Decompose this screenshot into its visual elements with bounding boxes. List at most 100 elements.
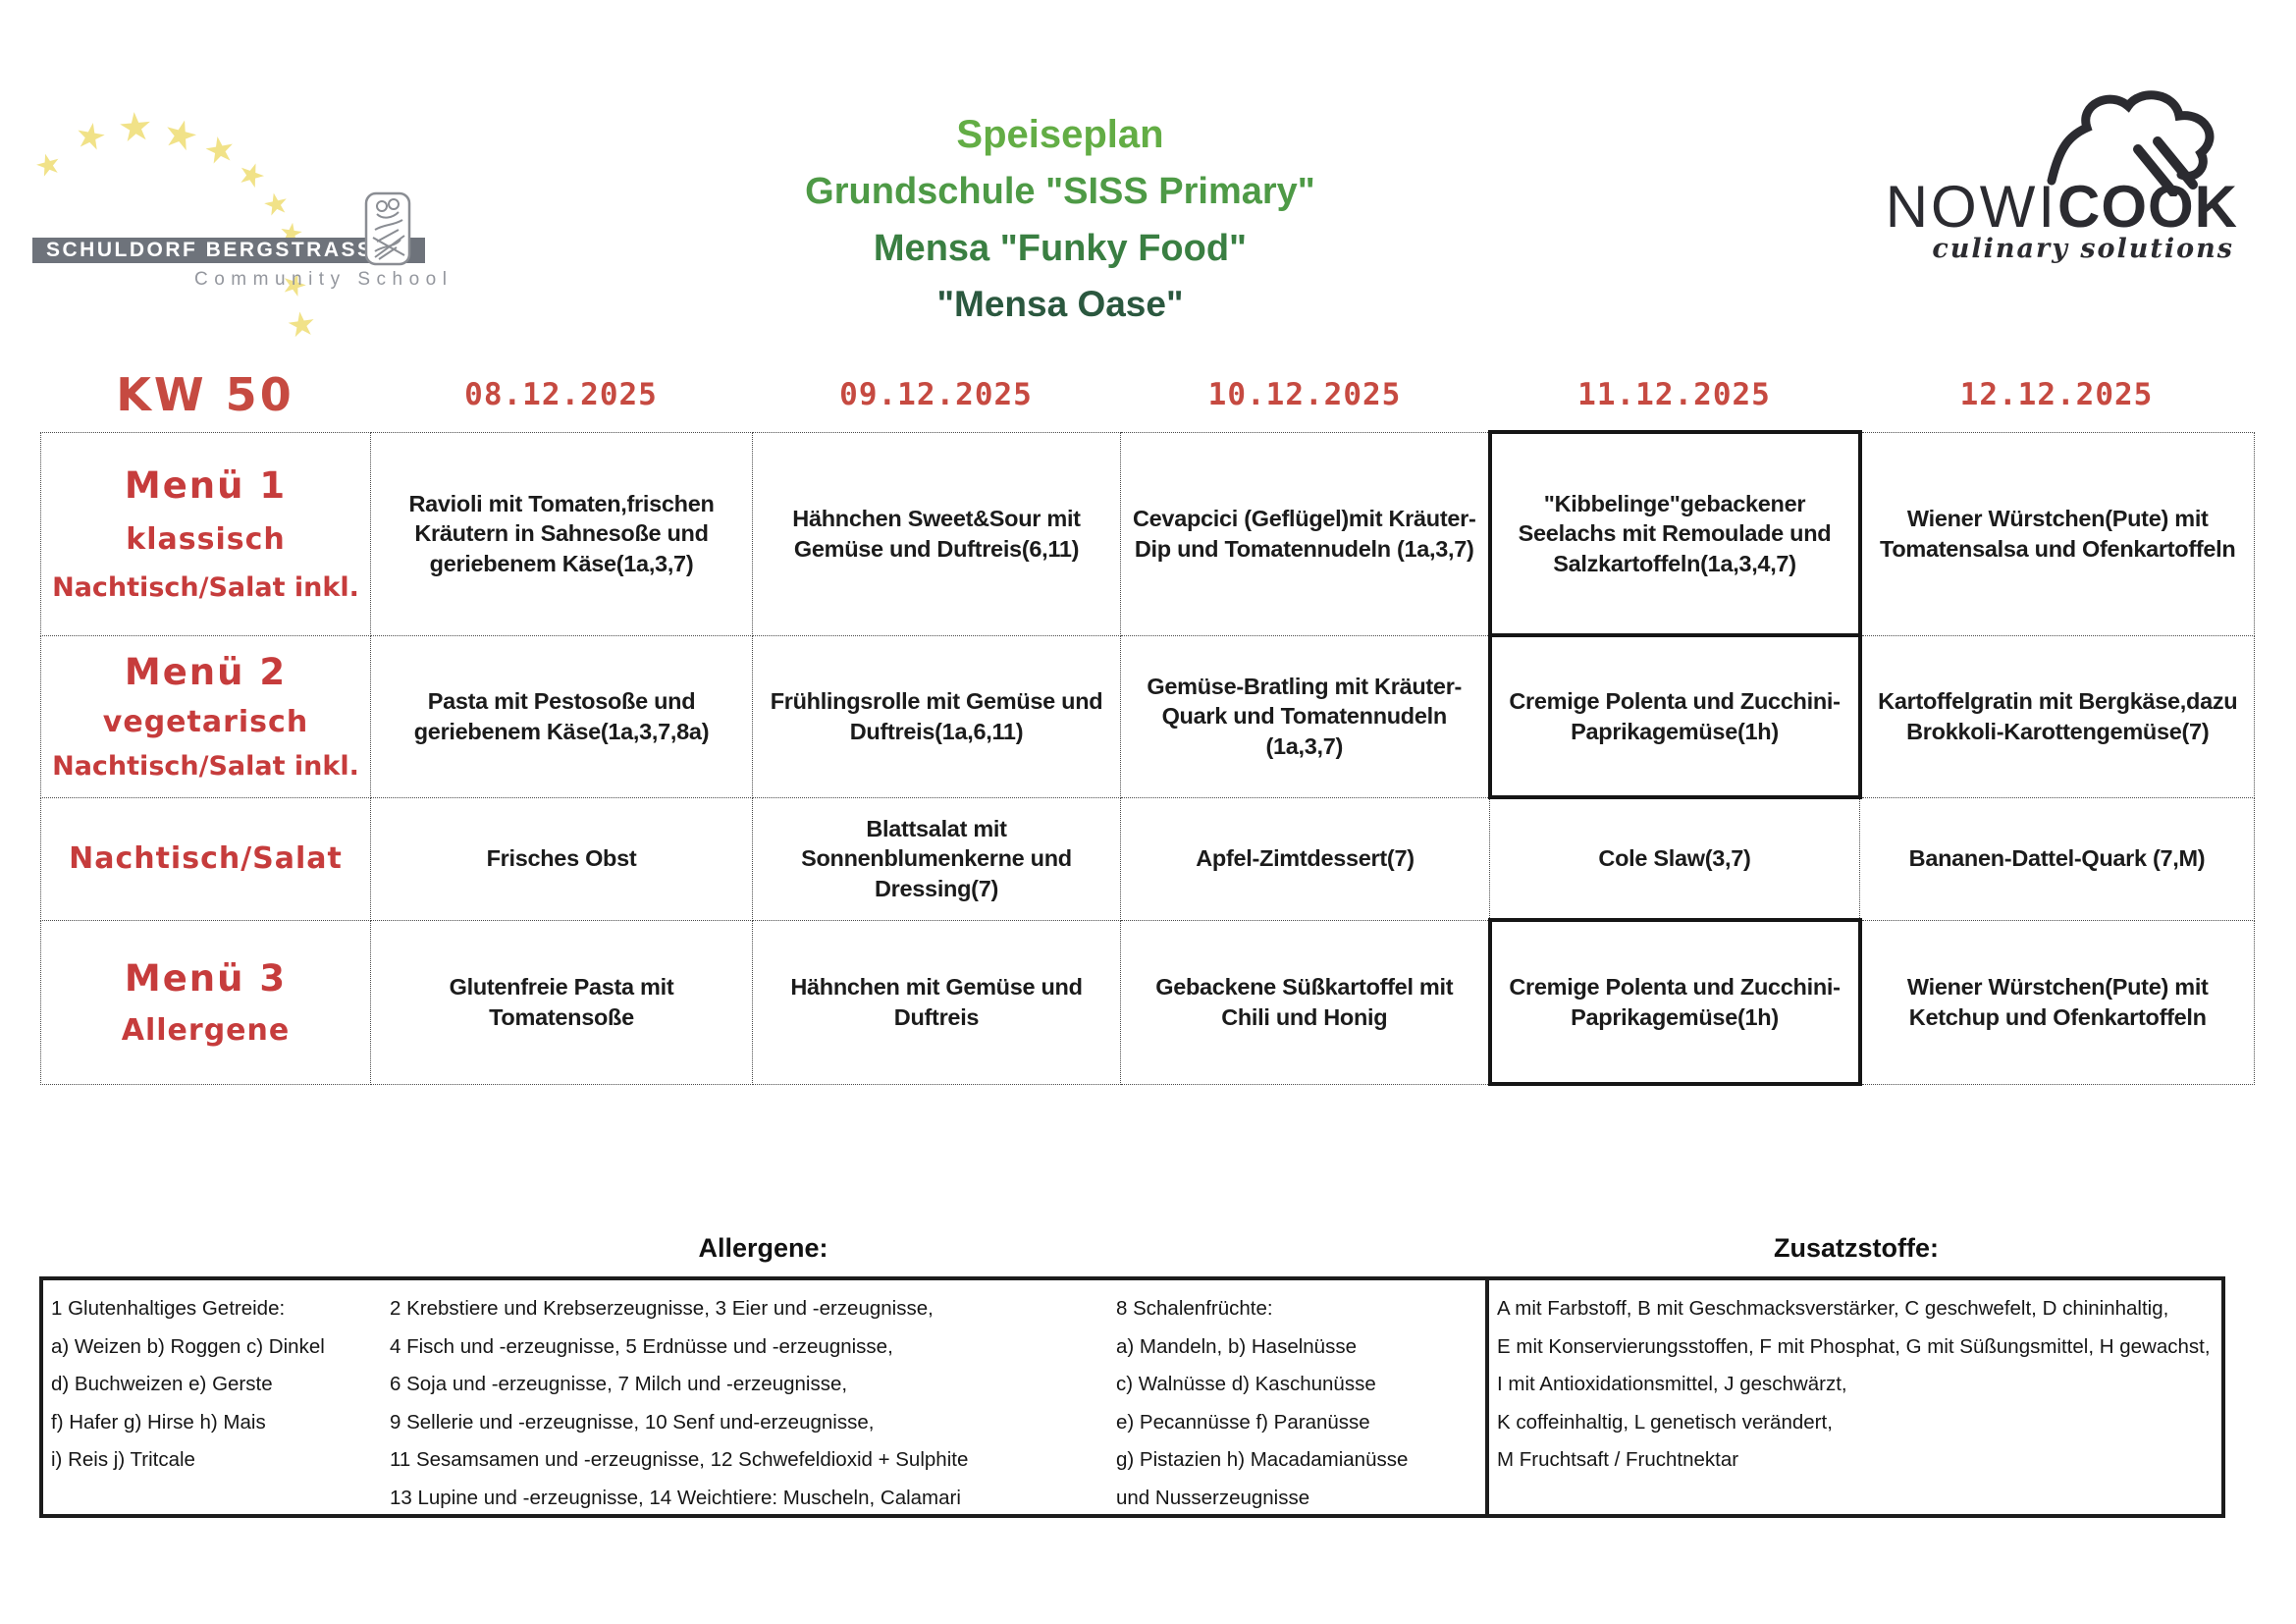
- week-header-row: KW 50 08.12.2025 09.12.2025 10.12.2025 1…: [40, 365, 2254, 424]
- row-header-menu1: Menü 1 klassisch Nachtisch/Salat inkl.: [40, 431, 371, 636]
- menu-cell: Pasta mit Pestosoße und geriebenem Käse(…: [370, 634, 753, 798]
- legend-line: e) Pecannüsse f) Paranüsse: [1116, 1410, 1370, 1434]
- school-name-bar: SCHULDORF BERGSTRASSE: [32, 238, 425, 263]
- legend-line: 9 Sellerie und -erzeugnisse, 10 Senf und…: [390, 1410, 875, 1434]
- menu-cell: Wiener Würstchen(Pute) mit Ketchup und O…: [1859, 919, 2255, 1085]
- star-icon: ★: [116, 103, 155, 152]
- legend-line: I mit Antioxidationsmittel, J geschwärzt…: [1497, 1373, 1847, 1395]
- star-icon: ★: [284, 303, 320, 347]
- dessert-title: Nachtisch/Salat: [69, 841, 343, 876]
- meal-text: Cremige Polenta und Zucchini-Paprikagemü…: [1509, 687, 1841, 744]
- date-monday: 08.12.2025: [464, 377, 658, 412]
- meal-text: Glutenfreie Pasta mit Tomatensoße: [449, 973, 674, 1030]
- legend-line: 8 Schalenfrüchte:: [1116, 1297, 1273, 1320]
- menu1-subtitle: klassisch: [126, 522, 286, 557]
- menu-cell-highlighted: Cremige Polenta und Zucchini-Paprikagemü…: [1487, 633, 1862, 799]
- menu-cell: Gemüse-Bratling mit Kräuter-Quark und To…: [1120, 634, 1490, 798]
- legend-line: 11 Sesamsamen und -erzeugnisse, 12 Schwe…: [390, 1448, 969, 1471]
- legend-line: A mit Farbstoff, B mit Geschmacksverstär…: [1497, 1297, 2169, 1320]
- menu-table: Menü 1 klassisch Nachtisch/Salat inkl. R…: [40, 430, 2255, 1086]
- date-friday: 12.12.2025: [1959, 377, 2154, 412]
- date-tuesday: 09.12.2025: [839, 377, 1033, 412]
- menu2-note: Nachtisch/Salat inkl.: [52, 751, 359, 782]
- additives-column: A mit Farbstoff, B mit Geschmacksverstär…: [1485, 1280, 2221, 1517]
- caterer-name-bold: COOK: [2057, 174, 2238, 240]
- date-wednesday: 10.12.2025: [1207, 377, 1402, 412]
- meal-text: Cremige Polenta und Zucchini-Paprikagemü…: [1509, 973, 1841, 1030]
- menu-cell: Hähnchen Sweet&Sour mit Gemüse und Duftr…: [752, 431, 1121, 636]
- menu3-title: Menü 3: [124, 956, 288, 1000]
- row-header-menu3: Menü 3 Allergene: [40, 919, 371, 1085]
- legend-line: f) Hafer g) Hirse h) Mais: [51, 1410, 266, 1434]
- menu-cell: Frisches Obst: [370, 796, 753, 921]
- menu-cell-highlighted: "Kibbelinge"gebackener Seelachs mit Remo…: [1487, 430, 1862, 637]
- caterer-name-thin: NOWI: [1885, 174, 2057, 240]
- title-oase-line: "Mensa Oase": [936, 284, 1184, 324]
- school-name: SCHULDORF BERGSTRASSE: [46, 239, 391, 261]
- date-thursday: 11.12.2025: [1577, 377, 1771, 412]
- legend-line: c) Walnüsse d) Kaschunüsse: [1116, 1373, 1376, 1395]
- chef-hat-icon: [2047, 90, 2215, 196]
- legend-line: g) Pistazien h) Macadamianüsse: [1116, 1448, 1409, 1471]
- menu3-subtitle: Allergene: [121, 1012, 291, 1048]
- meal-text: Kartoffelgratin mit Bergkäse,dazu Brokko…: [1878, 687, 2238, 744]
- star-icon: ★: [157, 109, 204, 162]
- menu-cell: Blattsalat mit Sonnenblumenkerne und Dre…: [752, 796, 1121, 921]
- menu2-title: Menü 2: [124, 651, 288, 693]
- menu-row-3: Menü 3 Allergene Glutenfreie Pasta mit T…: [40, 918, 2255, 1086]
- meal-text: Blattsalat mit Sonnenblumenkerne und Dre…: [801, 815, 1072, 901]
- meal-text: Frühlingsrolle mit Gemüse und Duftreis(1…: [770, 687, 1103, 744]
- legend-line: M Fruchtsaft / Fruchtnektar: [1497, 1448, 1739, 1471]
- allergens-column-grains: 1 Glutenhaltiges Getreide: a) Weizen b) …: [43, 1280, 382, 1517]
- additives-heading: Zusatzstoffe:: [1774, 1233, 1939, 1263]
- allergens-column-nuts: 8 Schalenfrüchte: a) Mandeln, b) Haselnü…: [1108, 1280, 1485, 1517]
- caterer-logo: NOWICOOK culinary solutions: [1767, 86, 2238, 273]
- menu-cell-highlighted: Cremige Polenta und Zucchini-Paprikagemü…: [1487, 918, 1862, 1086]
- meal-text: Hähnchen mit Gemüse und Duftreis: [790, 973, 1083, 1030]
- menu-cell: Cevapcici (Geflügel)mit Kräuter-Dip und …: [1120, 431, 1490, 636]
- menu-cell: Gebackene Süßkartoffel mit Chili und Hon…: [1120, 919, 1490, 1085]
- title-mensa-line: Mensa "Funky Food": [873, 228, 1248, 269]
- week-label: KW 50: [116, 368, 294, 421]
- allergens-heading: Allergene:: [698, 1233, 828, 1263]
- menu-cell: Wiener Würstchen(Pute) mit Tomatensalsa …: [1859, 431, 2255, 636]
- menu-cell: Apfel-Zimtdessert(7): [1120, 796, 1490, 921]
- legend-line: E mit Konservierungsstoffen, F mit Phosp…: [1497, 1334, 2211, 1358]
- meal-text: Bananen-Dattel-Quark (7,M): [1908, 845, 2206, 872]
- meal-text: Cevapcici (Geflügel)mit Kräuter-Dip und …: [1132, 505, 1476, 562]
- menu1-note: Nachtisch/Salat inkl.: [52, 572, 359, 603]
- meal-text: Wiener Würstchen(Pute) mit Tomatensalsa …: [1880, 505, 2236, 562]
- legend-line: K coffeinhaltig, L genetisch verändert,: [1497, 1410, 1833, 1434]
- row-header-menu2: Menü 2 vegetarisch Nachtisch/Salat inkl.: [40, 634, 371, 798]
- legend-line: a) Mandeln, b) Haselnüsse: [1116, 1334, 1357, 1358]
- school-subtitle: Community School: [194, 269, 454, 290]
- legend-line: und Nusserzeugnisse: [1116, 1486, 1310, 1509]
- meal-text: Apfel-Zimtdessert(7): [1196, 845, 1415, 872]
- legend-line: i) Reis j) Tritcale: [51, 1448, 195, 1471]
- meal-text: Gemüse-Bratling mit Kräuter-Quark und To…: [1147, 673, 1463, 759]
- meal-text: Gebackene Süßkartoffel mit Chili und Hon…: [1155, 973, 1454, 1030]
- menu-cell: Kartoffelgratin mit Bergkäse,dazu Brokko…: [1859, 634, 2255, 798]
- legend-line: 6 Soja und -erzeugnisse, 7 Milch und -er…: [390, 1373, 848, 1395]
- caterer-tagline: culinary solutions: [1932, 234, 2234, 264]
- school-logo: ★ ★ ★ ★ ★ ★ ★ ★ ★ ★ SCHULDORF BERGSTRASS…: [27, 77, 489, 347]
- meal-text: "Kibbelinge"gebackener Seelachs mit Remo…: [1518, 490, 1832, 576]
- legend-line: 2 Krebstiere und Krebserzeugnisse, 3 Eie…: [390, 1297, 934, 1320]
- meal-text: Wiener Würstchen(Pute) mit Ketchup und O…: [1906, 973, 2209, 1030]
- row-header-dessert: Nachtisch/Salat: [40, 796, 371, 921]
- title-school-line: Grundschule "SISS Primary": [805, 171, 1315, 212]
- menu-cell: Ravioli mit Tomaten,frischen Kräutern in…: [370, 431, 753, 636]
- menu-cell: Cole Slaw(3,7): [1489, 796, 1860, 921]
- school-emblem-icon: [364, 191, 411, 266]
- caterer-name: NOWICOOK: [1767, 173, 2238, 241]
- menu-row-2: Menü 2 vegetarisch Nachtisch/Salat inkl.…: [40, 633, 2255, 799]
- menu2-subtitle: vegetarisch: [102, 705, 309, 739]
- legend-box: 1 Glutenhaltiges Getreide: a) Weizen b) …: [39, 1276, 2225, 1518]
- menu-row-dessert: Nachtisch/Salat Frisches Obst Blattsalat…: [40, 796, 2255, 921]
- legend-line: 13 Lupine und -erzeugnisse, 14 Weichtier…: [390, 1486, 961, 1509]
- plan-titles: Speiseplan Grundschule "SISS Primary" Me…: [609, 106, 1512, 332]
- legend-line: d) Buchweizen e) Gerste: [51, 1373, 273, 1395]
- star-icon: ★: [200, 128, 240, 174]
- menu-cell: Glutenfreie Pasta mit Tomatensoße: [370, 919, 753, 1085]
